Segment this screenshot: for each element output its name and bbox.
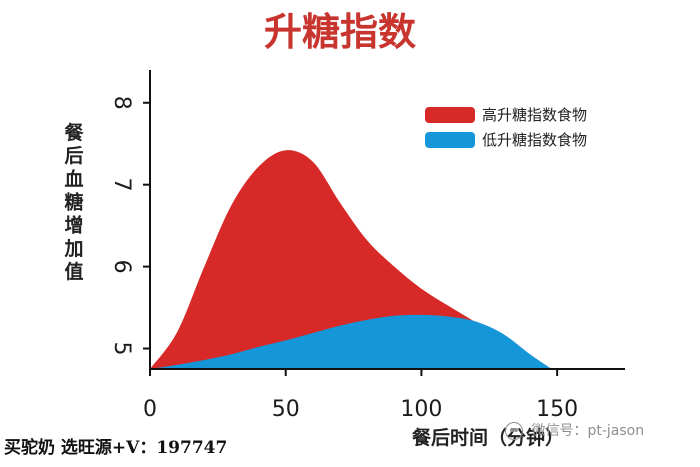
legend-swatch-high-gi — [425, 107, 475, 123]
y-axis-label: 餐后血糖增加值 — [63, 121, 84, 283]
legend-label-low-gi: 低升糖指数食物 — [482, 131, 587, 149]
high-gi-area — [150, 150, 552, 369]
y-tick-label: 8 — [109, 96, 134, 110]
wechat-icon — [505, 422, 523, 440]
x-tick-label: 150 — [536, 397, 578, 422]
x-tick-label: 100 — [400, 397, 442, 422]
x-tick-label: 0 — [143, 397, 157, 422]
x-tick-label: 50 — [272, 397, 300, 422]
legend-swatch-low-gi — [425, 132, 475, 148]
watermark: 微信号：pt-jason — [505, 420, 644, 440]
y-tick-label: 7 — [109, 178, 134, 192]
low-gi-area — [150, 314, 552, 369]
chart-title: 升糖指数 — [264, 10, 416, 54]
legend-label-high-gi: 高升糖指数食物 — [482, 106, 587, 124]
x-axis-label: 餐后时间（分钟） — [412, 426, 564, 449]
caption-text: 买驼奶 选旺源+V：197747 — [4, 438, 228, 458]
y-tick-label: 6 — [109, 260, 134, 274]
watermark-text: 微信号：pt-jason — [531, 423, 645, 439]
y-tick-label: 5 — [109, 342, 134, 356]
